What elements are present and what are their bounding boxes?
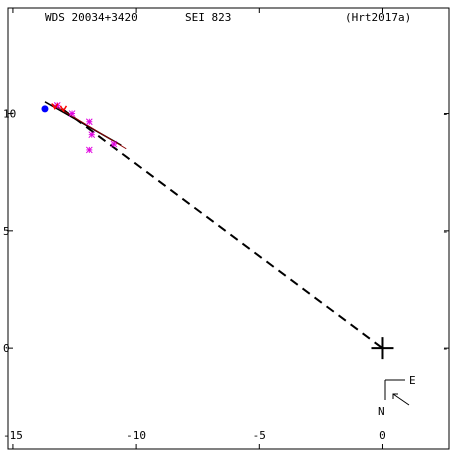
data-point-magenta-stroke: [68, 110, 76, 117]
data-point-red: [59, 105, 68, 113]
x-tick-label: -5: [253, 429, 266, 442]
x-tick-label: 0: [379, 429, 386, 442]
data-point-magenta: [68, 110, 76, 117]
axis-ticks: -15 -10 -5 010 -5 -0-: [3, 8, 449, 449]
compass: E N: [378, 374, 416, 418]
data-point-magenta: [110, 140, 118, 148]
data-point-magenta-stroke: [88, 131, 96, 139]
data-point-magenta: [85, 118, 93, 126]
data-point-magenta-stroke: [110, 140, 118, 148]
y-tick-label-right: -: [442, 225, 449, 238]
data-point-magenta: [88, 131, 96, 139]
data-point-magenta-stroke: [85, 118, 93, 126]
y-tick-label: 10: [3, 108, 16, 121]
motion-arrow-shaft: [392, 393, 410, 406]
plot-frame: [7, 7, 450, 450]
compass-east-label: E: [409, 374, 416, 387]
data-marks: [41, 101, 394, 360]
header-right: (Hrt2017a): [345, 11, 411, 24]
orbit-dashed-line: [61, 108, 384, 349]
compass-north-label: N: [378, 405, 385, 418]
data-point-blue: [41, 105, 49, 113]
data-point-magenta-stroke: [85, 146, 93, 154]
motion-arrow-head: [392, 393, 398, 399]
y-tick-label: 5: [3, 225, 10, 238]
header-center: SEI 823: [185, 11, 231, 24]
x-tick-label: -10: [126, 429, 146, 442]
x-tick-label: -15: [3, 429, 23, 442]
data-point-magenta: [85, 146, 93, 154]
y-tick-label: 0: [3, 342, 10, 355]
header-left: WDS 20034+3420: [45, 11, 138, 24]
y-tick-label-right: -: [442, 108, 449, 121]
data-point-red: [51, 103, 59, 110]
y-tick-label-right: -: [442, 342, 449, 355]
